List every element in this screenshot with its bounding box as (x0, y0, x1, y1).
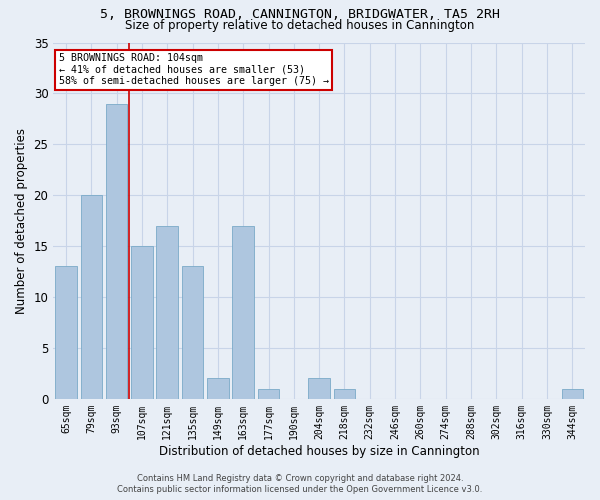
Bar (131, 246, 152, 399)
Bar (232, 226, 254, 399)
Bar (182, 266, 203, 399)
Text: 5 BROWNINGS ROAD: 104sqm
← 41% of detached houses are smaller (53)
58% of semi-d: 5 BROWNINGS ROAD: 104sqm ← 41% of detach… (59, 53, 329, 86)
Bar (334, 388, 355, 399)
Bar (562, 388, 583, 399)
Text: 5, BROWNINGS ROAD, CANNINGTON, BRIDGWATER, TA5 2RH: 5, BROWNINGS ROAD, CANNINGTON, BRIDGWATE… (100, 8, 500, 20)
Text: Size of property relative to detached houses in Cannington: Size of property relative to detached ho… (125, 19, 475, 32)
Y-axis label: Number of detached properties: Number of detached properties (15, 128, 28, 314)
Bar (207, 378, 229, 399)
Text: Contains HM Land Registry data © Crown copyright and database right 2024.
Contai: Contains HM Land Registry data © Crown c… (118, 474, 482, 494)
X-axis label: Distribution of detached houses by size in Cannington: Distribution of detached houses by size … (159, 444, 479, 458)
Bar (106, 104, 127, 399)
Bar (55, 266, 77, 399)
Bar (258, 388, 279, 399)
Bar (80, 195, 102, 399)
Bar (157, 226, 178, 399)
Bar (308, 378, 330, 399)
